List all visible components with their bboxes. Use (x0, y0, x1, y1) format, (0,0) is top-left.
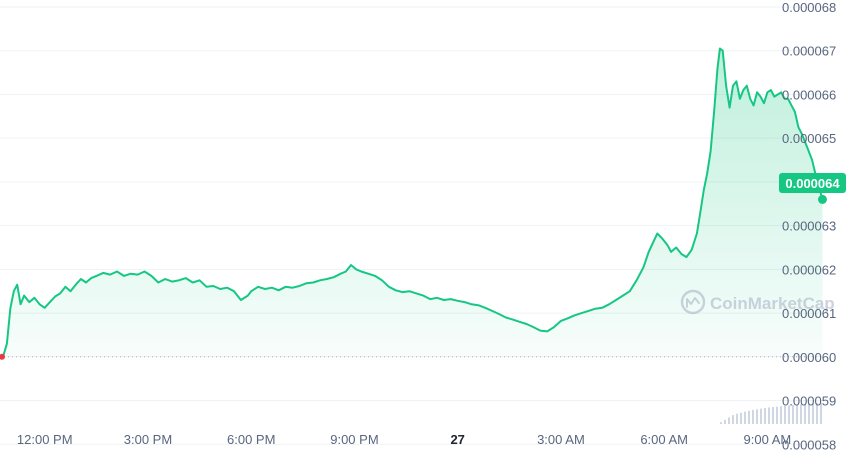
volume-bar (728, 417, 730, 424)
y-tick-label: 0.000067 (782, 44, 836, 59)
x-axis: 12:00 PM 3:00 PM 6:00 PM 9:00 PM 27 3:00 AM 6:… (17, 432, 791, 447)
volume-bar (792, 405, 794, 424)
volume-bar (764, 408, 766, 424)
y-tick-label: 0.000068 (782, 0, 836, 15)
x-tick-label: 27 (450, 432, 464, 447)
x-tick-label: 9:00 PM (330, 432, 378, 447)
current-price-badge: 0.000064 (779, 173, 846, 193)
price-area-fill (0, 48, 823, 357)
volume-bar (796, 404, 798, 424)
x-tick-label: 3:00 AM (537, 432, 585, 447)
watermark-text: CoinMarketCap (710, 294, 835, 313)
volume-bar (808, 403, 810, 424)
coinmarketcap-logo-icon (680, 289, 706, 315)
grid-lines (0, 6, 829, 445)
volume-bar (784, 405, 786, 424)
volume-bar (740, 412, 742, 424)
coinmarketcap-watermark: CoinMarketCap (680, 289, 835, 315)
price-line[interactable] (0, 47, 824, 358)
volume-bar (776, 406, 778, 424)
volume-bar (752, 409, 754, 424)
volume-bar (736, 413, 738, 424)
y-tick-label: 0.000063 (782, 219, 836, 234)
volume-bar (820, 402, 822, 424)
y-tick-label: 0.000066 (782, 87, 836, 102)
volume-bar (760, 408, 762, 424)
x-tick-label: 3:00 PM (124, 432, 172, 447)
volume-bar (720, 422, 722, 424)
volume-bar (772, 407, 774, 424)
x-tick-label: 12:00 PM (17, 432, 73, 447)
y-tick-label: 0.000061 (782, 306, 836, 321)
y-tick-label: 0.000058 (782, 437, 836, 452)
volume-bar (788, 405, 790, 424)
volume-bar (804, 403, 806, 424)
volume-bar (768, 407, 770, 424)
volume-bar (732, 415, 734, 424)
volume-bar (812, 403, 814, 424)
y-axis: 0.0000680.0000670.0000660.0000650.000064… (782, 0, 836, 452)
volume-bar (748, 410, 750, 424)
volume-bar (744, 411, 746, 424)
volume-bar (724, 419, 726, 424)
volume-bar (816, 403, 818, 424)
y-tick-label: 0.000065 (782, 131, 836, 146)
x-tick-label: 6:00 AM (640, 432, 688, 447)
current-price-label: 0.000064 (785, 176, 840, 191)
current-price-dot[interactable] (817, 194, 827, 204)
volume-bar (800, 404, 802, 424)
x-tick-label: 9:00 AM (744, 432, 792, 447)
volume-bar (780, 406, 782, 424)
volume-bars (720, 402, 822, 424)
y-tick-label: 0.000060 (782, 350, 836, 365)
volume-bar (756, 409, 758, 424)
start-price-dot (0, 353, 5, 360)
x-tick-label: 6:00 PM (227, 432, 275, 447)
y-tick-label: 0.000062 (782, 262, 836, 277)
y-tick-label: 0.000059 (782, 394, 836, 409)
